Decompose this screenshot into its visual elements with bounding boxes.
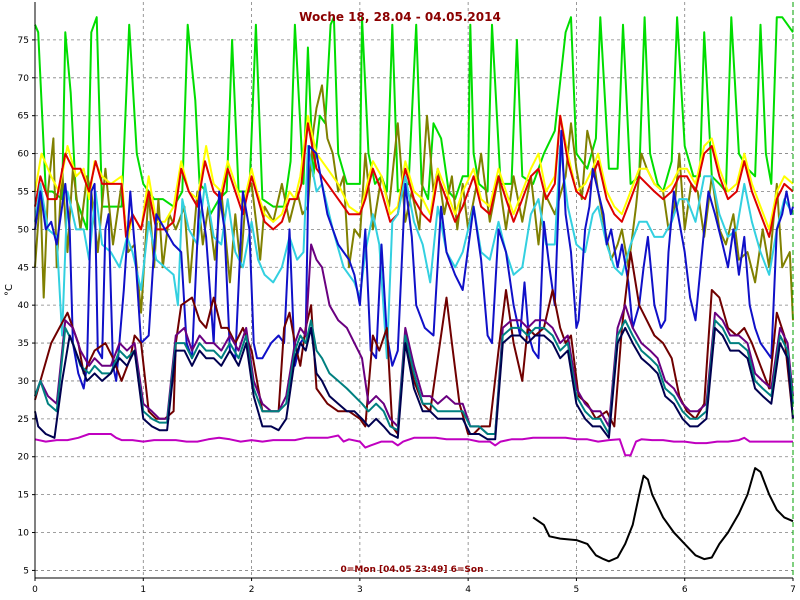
y-tick-label: 75 xyxy=(18,36,29,46)
series-line-7 xyxy=(34,433,793,457)
y-tick-label: 70 xyxy=(18,74,30,84)
y-tick-label: 45 xyxy=(18,263,29,273)
series-line-8 xyxy=(532,467,794,563)
series-line-5 xyxy=(34,145,794,360)
chart-title: Woche 18, 28.04 - 04.05.2014 xyxy=(299,10,501,24)
x-tick-label: 1 xyxy=(140,585,146,595)
y-tick-label: 60 xyxy=(18,150,30,160)
x-tick-label: 6 xyxy=(682,585,688,595)
y-tick-label: 50 xyxy=(18,225,30,235)
x-tick-label: 2 xyxy=(249,585,255,595)
x-tick-label: 3 xyxy=(357,585,363,595)
y-axis-label: °C xyxy=(4,284,15,296)
y-tick-label: 55 xyxy=(18,187,29,197)
y-tick-label: 10 xyxy=(18,529,30,539)
y-tick-label: 35 xyxy=(18,339,29,349)
y-tick-label: 5 xyxy=(23,566,29,576)
series-line-3 xyxy=(34,114,794,246)
x-tick-label: 4 xyxy=(465,585,471,595)
x-tick-label: 0 xyxy=(32,585,38,595)
series-line-1 xyxy=(34,16,794,231)
y-tick-label: 40 xyxy=(18,301,30,311)
footnote: 0=Mon [04.05 23:49] 6=Son xyxy=(341,565,484,575)
y-tick-label: 25 xyxy=(18,415,29,425)
y-tick-label: 20 xyxy=(18,453,30,463)
series-line-6 xyxy=(34,129,794,390)
y-tick-label: 65 xyxy=(18,112,29,122)
series-line-12 xyxy=(34,326,794,441)
x-tick-label: 7 xyxy=(790,585,796,595)
x-tick-label: 5 xyxy=(574,585,580,595)
series-layer xyxy=(34,16,794,563)
y-tick-label: 15 xyxy=(18,491,29,501)
y-tick-label: 30 xyxy=(18,377,30,387)
